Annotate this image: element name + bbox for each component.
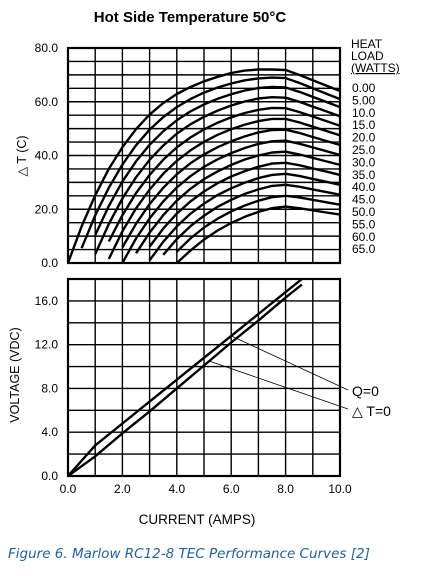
deltat-line-60.0 xyxy=(175,194,341,253)
deltat-line-0.00 xyxy=(66,68,341,264)
dt0-annotation: △ T=0 xyxy=(352,403,391,419)
xtick-label: 2.0 xyxy=(114,482,131,496)
deltat-line-15.0 xyxy=(94,96,341,255)
current-axis-label: CURRENT (AMPS) xyxy=(139,512,256,527)
deltat-line-50.0 xyxy=(148,172,341,262)
voltage-frame xyxy=(66,277,342,478)
deltat-line-65.0 xyxy=(175,205,341,264)
heat-load-legend-title: HEAT xyxy=(351,37,383,51)
heat-load-legend-entry: 0.00 xyxy=(352,81,376,95)
voltage-ytick-label: 4.0 xyxy=(41,425,58,439)
q0-annotation: Q=0 xyxy=(352,383,379,399)
deltat-ytick-label: 0.0 xyxy=(41,256,58,270)
voltage-ytick-label: 8.0 xyxy=(41,381,58,395)
voltage-ytick-label: 16.0 xyxy=(35,294,59,308)
deltat-line-5.00 xyxy=(80,76,341,249)
heat-load-legend-entry: 45.0 xyxy=(352,193,376,207)
dt0-leader-line xyxy=(209,360,349,410)
xtick-label: 0.0 xyxy=(60,482,77,496)
voltage-line-dt0 xyxy=(67,283,303,477)
heat-load-legend-entry: 5.00 xyxy=(352,93,376,107)
deltat-ytick-label: 40.0 xyxy=(35,149,59,163)
deltat-line-10.0 xyxy=(94,85,341,236)
voltage-grid xyxy=(66,277,342,478)
heat-load-legend-entry: 60.0 xyxy=(352,230,376,244)
deltat-ytick-label: 20.0 xyxy=(35,202,59,216)
xtick-label: 8.0 xyxy=(277,482,294,496)
deltat-line-20.0 xyxy=(107,106,341,243)
heat-load-legend-entry: 25.0 xyxy=(352,143,376,157)
xtick-label: 6.0 xyxy=(223,482,240,496)
deltat-grid xyxy=(66,46,342,265)
heat-load-legend-entry: 15.0 xyxy=(352,118,376,132)
figure-caption: Figure 6. Marlow RC12-8 TEC Performance … xyxy=(8,546,370,562)
deltat-ytick-label: 80.0 xyxy=(35,41,59,55)
chart-title: Hot Side Temperature 50°C xyxy=(94,9,287,26)
deltat-line-40.0 xyxy=(134,150,341,254)
heat-load-legend-title: LOAD xyxy=(351,49,384,63)
xtick-label: 4.0 xyxy=(168,482,185,496)
deltat-line-55.0 xyxy=(162,183,341,256)
voltage-axis-label: VOLTAGE (VDC) xyxy=(8,327,22,422)
deltat-line-25.0 xyxy=(107,117,341,260)
deltat-frame xyxy=(66,46,342,265)
voltage-ytick-label: 12.0 xyxy=(35,338,59,352)
deltat-ytick-label: 60.0 xyxy=(35,95,59,109)
voltage-ytick-label: 0.0 xyxy=(41,469,58,483)
heat-load-legend-entry: 35.0 xyxy=(352,168,376,182)
deltat-line-45.0 xyxy=(148,161,341,248)
voltage-series-group xyxy=(67,278,303,477)
heat-load-legend-entry: 10.0 xyxy=(352,106,376,120)
voltage-line-q0 xyxy=(67,278,303,477)
deltat-axis-label: △ T (C) xyxy=(15,135,29,176)
heat-load-legend-entry: 55.0 xyxy=(352,217,376,231)
deltat-line-30.0 xyxy=(121,128,341,248)
q0-leader-line xyxy=(231,335,349,391)
deltat-line-35.0 xyxy=(121,139,341,264)
heat-load-legend-entry: 20.0 xyxy=(352,131,376,145)
heat-load-legend-entry: 30.0 xyxy=(352,155,376,169)
heat-load-legend-entry: 50.0 xyxy=(352,205,376,219)
deltat-series-group xyxy=(66,68,341,264)
heat-load-legend-title: (WATTS) xyxy=(351,61,400,75)
heat-load-legend-entry: 65.0 xyxy=(352,242,376,256)
heat-load-legend-entry: 40.0 xyxy=(352,180,376,194)
xtick-label: 10.0 xyxy=(328,482,352,496)
